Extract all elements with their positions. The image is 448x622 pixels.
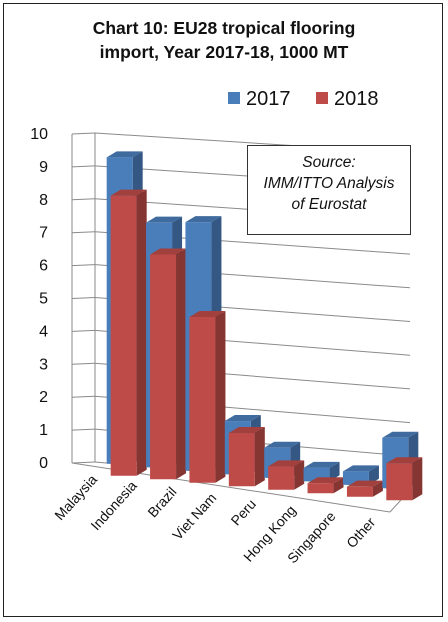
gridline-side (71, 198, 96, 201)
bar-2018 (307, 483, 334, 494)
gridline-side (71, 264, 96, 267)
bar-2018 (386, 463, 413, 501)
bar-2018-top (386, 457, 423, 464)
gridline-side (71, 428, 96, 431)
bar-2018-top (307, 477, 344, 484)
gridline-side (71, 297, 96, 299)
source-line-3: of Eurostat (291, 196, 367, 213)
bar-2018-side (412, 457, 423, 501)
gridline-side (71, 461, 96, 464)
bar-2018-side (176, 248, 187, 480)
bar-2018-side (254, 427, 265, 487)
y-tick-label: 8 (39, 192, 48, 209)
y-tick-label: 0 (39, 455, 48, 472)
x-tick-label: Other (343, 514, 379, 551)
bar-2018-top (110, 189, 147, 196)
bar-2018-top (189, 311, 226, 317)
gridline-side (71, 395, 96, 398)
y-tick-label: 3 (39, 356, 48, 373)
y-tick-label: 10 (30, 126, 48, 143)
bar-2017-top (146, 216, 183, 223)
y-tick-label: 2 (39, 389, 48, 406)
bar-2018 (228, 433, 255, 487)
bar-2018-top (228, 427, 265, 434)
bar-2018-side (136, 189, 147, 476)
y-tick-label: 6 (39, 258, 48, 275)
bar-2018-side (294, 460, 305, 490)
gridline-side (71, 231, 96, 234)
chart-title: Chart 10: EU28 tropical flooring import,… (0, 16, 448, 64)
bar-2017-top (303, 461, 340, 468)
bar-2017-top (342, 465, 379, 472)
bar-2018 (346, 486, 373, 497)
bar-2018 (150, 254, 177, 480)
bar-2017-top (264, 441, 301, 448)
chart-title-line-2: import, Year 2017-18, 1000 MT (99, 42, 349, 62)
source-line-2: IMM/ITTO Analysis (263, 175, 395, 192)
bar-2017-top (224, 415, 261, 422)
bar-2018 (268, 466, 295, 490)
source-line-1: Source: (302, 154, 356, 171)
legend-swatch (316, 92, 328, 104)
bar-2018 (189, 317, 216, 483)
legend-label: 2018 (334, 88, 379, 110)
chart-frame (3, 3, 443, 617)
y-tick-label: 1 (39, 422, 48, 439)
x-tick-label: Viet Nam (169, 490, 219, 543)
x-tick-label: Brazil (144, 484, 179, 521)
chart-title-line-1: Chart 10: EU28 tropical flooring (92, 18, 356, 38)
legend-label: 2017 (246, 88, 291, 110)
bar-2018-side (372, 480, 383, 497)
gridline-side (71, 165, 96, 168)
source-note: Source: IMM/ITTO Analysis of Eurostat (247, 145, 411, 235)
bar-2017-top (382, 431, 419, 438)
bar-2018 (110, 195, 137, 476)
bar-2017-side (368, 465, 379, 485)
bar-2017-top (106, 151, 143, 158)
bar-2018-side (333, 477, 344, 494)
bar-2017-top (185, 216, 222, 223)
y-tick-label: 4 (39, 323, 48, 340)
bar-2018-top (346, 480, 383, 487)
bar-2018-top (150, 248, 187, 255)
gridline-side (71, 132, 96, 135)
y-tick-label: 7 (39, 225, 48, 242)
bar-2018-top (268, 460, 305, 467)
bar-2018-side (215, 311, 226, 483)
y-tick-label: 9 (39, 159, 48, 176)
gridline-side (71, 329, 96, 332)
legend-swatch (228, 92, 240, 104)
x-tick-label: Peru (227, 496, 259, 529)
y-tick-label: 5 (39, 291, 48, 308)
bar-2017-side (329, 461, 340, 482)
gridline-side (71, 362, 96, 365)
